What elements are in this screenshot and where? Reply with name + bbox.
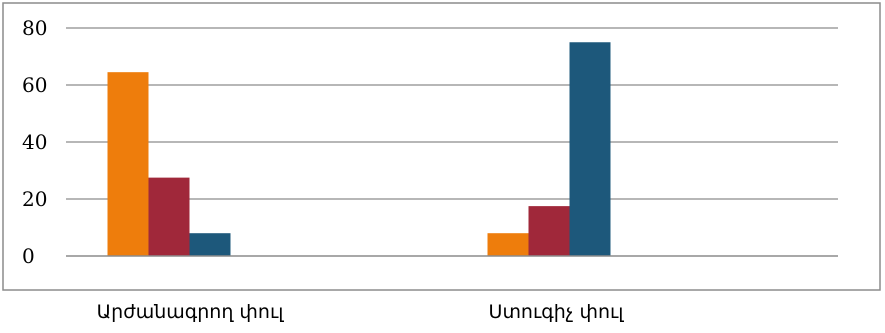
bar-category-1-series-2: [148, 177, 190, 256]
bar-category-1-series-1: [107, 72, 149, 256]
x-category-label-2: Ստուգիչ փուլ: [489, 301, 625, 323]
x-category-labels: Արժանագրող փուլ Ստուգիչ փուլ: [97, 301, 625, 323]
bar-category-2-series-2: [528, 206, 570, 256]
y-tick-label-0: 0: [22, 244, 35, 268]
bars: [107, 42, 611, 256]
bar-category-2-series-3: [569, 42, 611, 256]
bar-category-1-series-3: [189, 233, 231, 256]
y-tick-label-60: 60: [22, 73, 47, 97]
gridlines: [66, 27, 838, 200]
y-tick-label-20: 20: [22, 187, 47, 211]
y-tick-labels: 0 20 40 60 80: [22, 16, 47, 268]
y-tick-label-40: 40: [22, 130, 47, 154]
x-category-label-1: Արժանագրող փուլ: [97, 301, 285, 323]
bar-category-2-series-1: [487, 233, 529, 256]
y-tick-label-80: 80: [22, 16, 47, 40]
